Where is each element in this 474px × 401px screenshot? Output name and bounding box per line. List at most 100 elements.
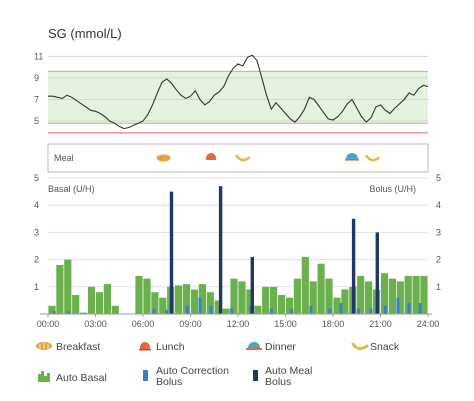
sg-chart-title: SG (mmol/L) (48, 26, 122, 41)
correction-bolus-bar (369, 308, 373, 314)
legend-dinner-label: Dinner (265, 341, 296, 353)
bolus-axis-label: Bolus (U/H) (369, 184, 416, 194)
breakfast-icon (36, 342, 52, 350)
legend-snack-label: Snack (370, 341, 400, 353)
dinner-icon (246, 342, 262, 350)
basal-y-tick: 5 (34, 173, 39, 183)
meal-bolus-bar (218, 186, 223, 314)
auto-basal-bar (95, 292, 104, 314)
correction-bolus-bar (407, 303, 411, 314)
meal-bolus-icon (253, 370, 258, 381)
dinner-marker-icon (345, 153, 359, 161)
legend-correction-bolus: Auto Correction Bolus (143, 365, 229, 388)
auto-basal-bar (380, 273, 389, 314)
sg-y-axis: 11 9 7 5 (34, 51, 43, 126)
correction-bolus-bar (339, 303, 343, 314)
bolus-y-tick: 1 (436, 282, 441, 292)
lunch-icon (139, 342, 151, 351)
auto-basal-bar (80, 312, 88, 314)
auto-basal-bar (159, 297, 167, 314)
legend-snack: Snack (351, 341, 400, 353)
meal-bolus-bar (351, 218, 356, 314)
basal-y-tick: 3 (34, 227, 39, 237)
auto-basal-bar (325, 278, 333, 314)
correction-bolus-bar (328, 308, 332, 314)
x-tick-label: 03:00 (84, 319, 107, 329)
auto-basal-icon (38, 371, 50, 382)
auto-basal-bar (396, 281, 404, 314)
target-range-band (48, 71, 428, 124)
meal-row-frame (47, 143, 429, 173)
auto-basal-bar (365, 281, 373, 314)
bolus-y-tick: 2 (436, 255, 441, 265)
auto-basal-bar (341, 289, 349, 314)
meal-bolus-bars (169, 186, 379, 314)
auto-basal-bar (111, 305, 119, 314)
meal-bolus-bar (250, 256, 254, 314)
correction-bolus-bar (309, 305, 313, 314)
correction-bolus-bar (67, 311, 71, 314)
auto-basal-bar (293, 278, 301, 314)
auto-basal-bar (230, 278, 238, 314)
legend: Breakfast Lunch Dinner Snack (36, 341, 400, 388)
auto-basal-bar (388, 278, 396, 314)
correction-bolus-bar (185, 305, 189, 314)
bolus-y-tick: 3 (436, 227, 441, 237)
correction-bolus-bar (383, 305, 387, 314)
auto-basal-bar (262, 286, 270, 314)
snack-icon (351, 342, 369, 351)
legend-meal-bolus-label-1: Auto Meal (265, 365, 312, 377)
meal-row-label: Meal (54, 153, 74, 163)
lunch-marker-icon (206, 153, 217, 160)
auto-basal-bar (277, 295, 286, 314)
correction-bolus-bar (198, 297, 202, 314)
snack-marker-icon (235, 154, 251, 162)
correction-bolus-bar (230, 308, 234, 314)
correction-bolus-bar (418, 303, 422, 314)
sg-series-line (48, 54, 429, 130)
correction-bolus-bar (396, 297, 400, 314)
x-tick-label: 00:00 (37, 319, 60, 329)
sg-y-tick: 7 (34, 94, 39, 104)
auto-basal-bar (103, 284, 111, 314)
x-tick-label: 15:00 (274, 319, 297, 329)
auto-basal-bar (206, 292, 214, 314)
meal-bolus-bar (375, 232, 379, 314)
basal-y-tick: 2 (34, 255, 39, 265)
auto-basal-bar (333, 297, 341, 314)
legend-correction-label-1: Auto Correction (156, 365, 229, 377)
auto-basal-bar (222, 308, 230, 314)
legend-lunch: Lunch (139, 341, 185, 353)
auto-basal-bar (404, 275, 412, 314)
sg-y-tick: 5 (34, 116, 39, 126)
insulin-y-axis: 5 5 4 4 3 3 2 2 1 1 (34, 173, 441, 292)
legend-auto-basal: Auto Basal (38, 371, 107, 384)
bolus-y-tick: 5 (436, 173, 441, 183)
correction-bolus-bar (209, 305, 213, 314)
auto-basal-bar (190, 289, 199, 314)
auto-basal-bar (270, 286, 278, 314)
snack-marker-icon (365, 154, 380, 162)
time-x-axis: 00:00 03:00 06:00 09:00 12:00 15:00 18:00 21:00… (37, 314, 439, 329)
auto-basal-bar (64, 259, 72, 314)
legend-correction-label-2: Bolus (156, 376, 182, 388)
x-tick-label: 18:00 (322, 319, 345, 329)
correction-bolus-bar (269, 308, 273, 314)
sg-y-tick: 11 (34, 51, 43, 61)
sg-y-tick: 9 (34, 73, 39, 83)
auto-basal-bar (357, 275, 365, 314)
legend-dinner: Dinner (246, 341, 296, 353)
basal-axis-label: Basal (U/H) (48, 184, 95, 194)
legend-breakfast: Breakfast (36, 341, 100, 353)
correction-bolus-bar (356, 308, 360, 314)
auto-basal-bar (317, 263, 325, 314)
auto-basal-bar (151, 292, 159, 314)
correction-bolus-bar (165, 309, 169, 314)
basal-y-tick: 1 (34, 282, 39, 292)
legend-auto-basal-label: Auto Basal (56, 372, 107, 384)
correction-bolus-icon (143, 370, 148, 381)
auto-basal-bar (238, 281, 246, 314)
auto-basal-bar (87, 286, 96, 314)
legend-meal-bolus: Auto Meal Bolus (253, 365, 312, 388)
